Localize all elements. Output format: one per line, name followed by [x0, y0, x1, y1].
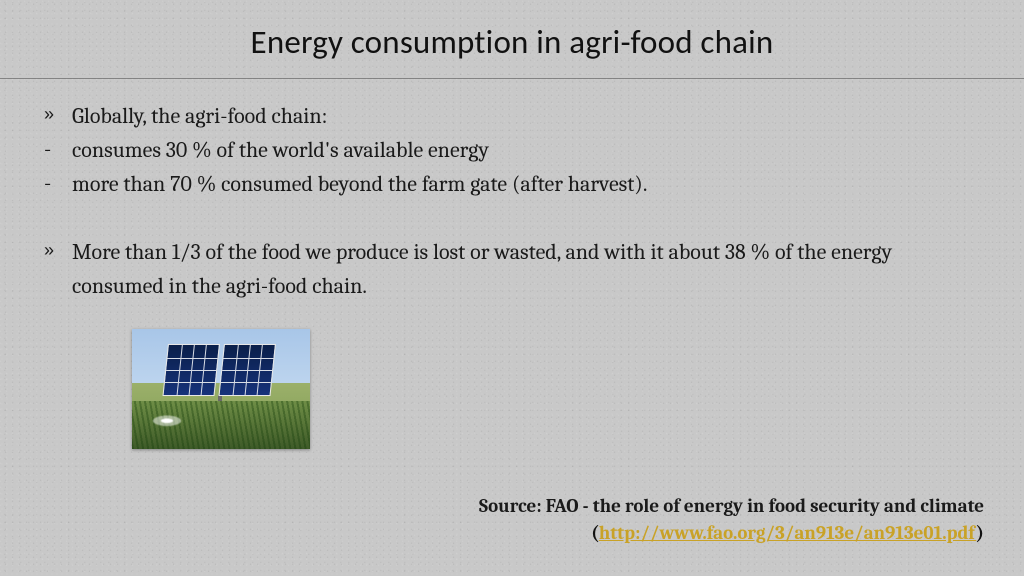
bullet-text: More than 1/3 of the food we produce is … [72, 235, 980, 303]
dash-icon: - [44, 166, 72, 200]
source-line2: (http://www.fao.org/3/an913e/an913e01.pd… [479, 520, 984, 548]
bullet-text: Globally, the agri-food chain: [72, 99, 327, 133]
solar-panel-image [132, 329, 310, 449]
spacer [44, 201, 980, 235]
title-region: Energy consumption in agri-food chain [0, 0, 1024, 79]
slide-title: Energy consumption in agri-food chain [0, 22, 1024, 62]
slide: Energy consumption in agri-food chain » … [0, 0, 1024, 576]
source-citation: Source: FAO - the role of energy in food… [479, 493, 984, 548]
bullet-line: » Globally, the agri-food chain: [44, 99, 980, 133]
bullet-line: - consumes 30 % of the world's available… [44, 133, 980, 167]
source-link[interactable]: http://www.fao.org/3/an913e/an913e01.pdf [599, 522, 976, 544]
paren-open: ( [591, 522, 599, 544]
bullet-line: » More than 1/3 of the food we produce i… [44, 235, 980, 303]
chevron-icon: » [44, 101, 72, 135]
body-region: » Globally, the agri-food chain: - consu… [0, 79, 1024, 449]
image-container [132, 329, 980, 449]
dash-icon: - [44, 132, 72, 166]
paren-close: ) [976, 522, 984, 544]
source-line1: Source: FAO - the role of energy in food… [479, 493, 984, 521]
bullet-text: consumes 30 % of the world's available e… [72, 133, 489, 167]
bullet-text: more than 70 % consumed beyond the farm … [72, 167, 647, 201]
chevron-icon: » [44, 237, 72, 305]
bullet-line: - more than 70 % consumed beyond the far… [44, 167, 980, 201]
